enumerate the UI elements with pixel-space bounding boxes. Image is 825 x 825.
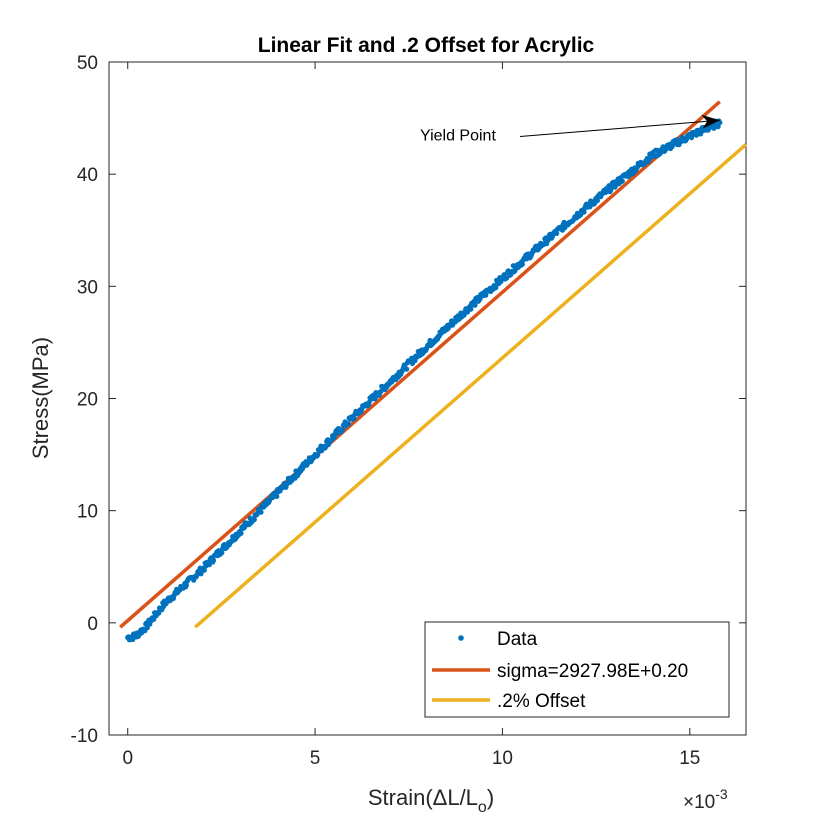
- data-point-444: [493, 285, 499, 291]
- x-axis-label-main: Strain(ΔL/L: [368, 785, 478, 810]
- data-point-711: [715, 124, 721, 130]
- x-tick-label-0: 0: [122, 748, 133, 769]
- data-point-162: [258, 509, 264, 515]
- x-axis-label-subscript: o: [478, 799, 487, 816]
- data-point-267: [345, 421, 351, 427]
- legend-label-offset: .2% Offset: [497, 691, 586, 712]
- axis-ticks: [109, 61, 746, 736]
- data-point-517: [554, 230, 560, 236]
- x-tick-label-2: 10: [492, 748, 513, 769]
- data-point-181: [274, 493, 280, 499]
- data-point-476: [519, 261, 526, 267]
- yield-point-annotation: Yield Point: [420, 114, 720, 145]
- data-point-566: [594, 197, 601, 204]
- data-point-274: [351, 415, 357, 422]
- data-point-582: [608, 187, 614, 193]
- x-tick-labels: 0 5 10 15: [122, 748, 700, 769]
- x-axis-label: Strain(ΔL/Lo): [368, 785, 494, 816]
- y-tick-label-6: 50: [77, 53, 98, 74]
- data-point-72: [183, 582, 189, 588]
- legend-marker-data: [458, 635, 464, 641]
- y-tick-label-1: 0: [87, 614, 98, 635]
- x-tick-label-3: 15: [679, 748, 700, 769]
- x-axis-multiplier: ×10-3: [683, 786, 728, 813]
- data-point-154: [251, 517, 257, 523]
- y-tick-label-0: -10: [71, 726, 98, 747]
- data-point-337: [404, 366, 410, 372]
- data-point-94: [201, 567, 207, 573]
- series-line-2: [194, 143, 748, 629]
- annotation-arrow-head: [701, 114, 720, 129]
- y-tick-label-4: 30: [77, 277, 98, 298]
- data-point-596: [619, 178, 625, 184]
- data-point-414: [468, 306, 474, 312]
- data-point-292: [366, 399, 372, 405]
- y-axis-label: Stress(MPa): [28, 337, 53, 459]
- x-tick-label-1: 5: [310, 748, 321, 769]
- y-tick-label-5: 40: [77, 165, 98, 186]
- series-lines: [119, 100, 748, 629]
- data-point-105: [210, 557, 217, 563]
- legend-label-data: Data: [497, 629, 538, 650]
- data-point-713: [717, 120, 723, 126]
- annotation-arrow-line: [519, 119, 720, 137]
- data-point-230: [315, 452, 321, 458]
- y-tick-label-3: 20: [77, 390, 98, 411]
- series-line-1: [119, 100, 721, 629]
- chart-title: Linear Fit and .2 Offset for Acrylic: [258, 34, 595, 57]
- legend-label-fit: sigma=2927.98E+0.20: [497, 661, 688, 682]
- x-multiplier-base: ×10: [683, 792, 715, 813]
- legend: Data sigma=2927.98E+0.20 .2% Offset: [424, 621, 730, 718]
- data-point-550: [581, 209, 587, 215]
- data-point-432: [483, 292, 489, 298]
- data-point-138: [238, 530, 244, 536]
- x-axis-label-close: ): [487, 785, 494, 810]
- annotation-label: Yield Point: [420, 128, 496, 145]
- x-multiplier-exponent: -3: [715, 786, 728, 802]
- data-point-115: [219, 550, 225, 556]
- y-tick-labels: -10 0 10 20 30 40 50: [71, 53, 98, 747]
- data-point-419: [472, 302, 478, 308]
- y-tick-label-2: 10: [77, 502, 98, 523]
- data-point-306: [378, 388, 384, 395]
- data-point-260: [340, 427, 346, 433]
